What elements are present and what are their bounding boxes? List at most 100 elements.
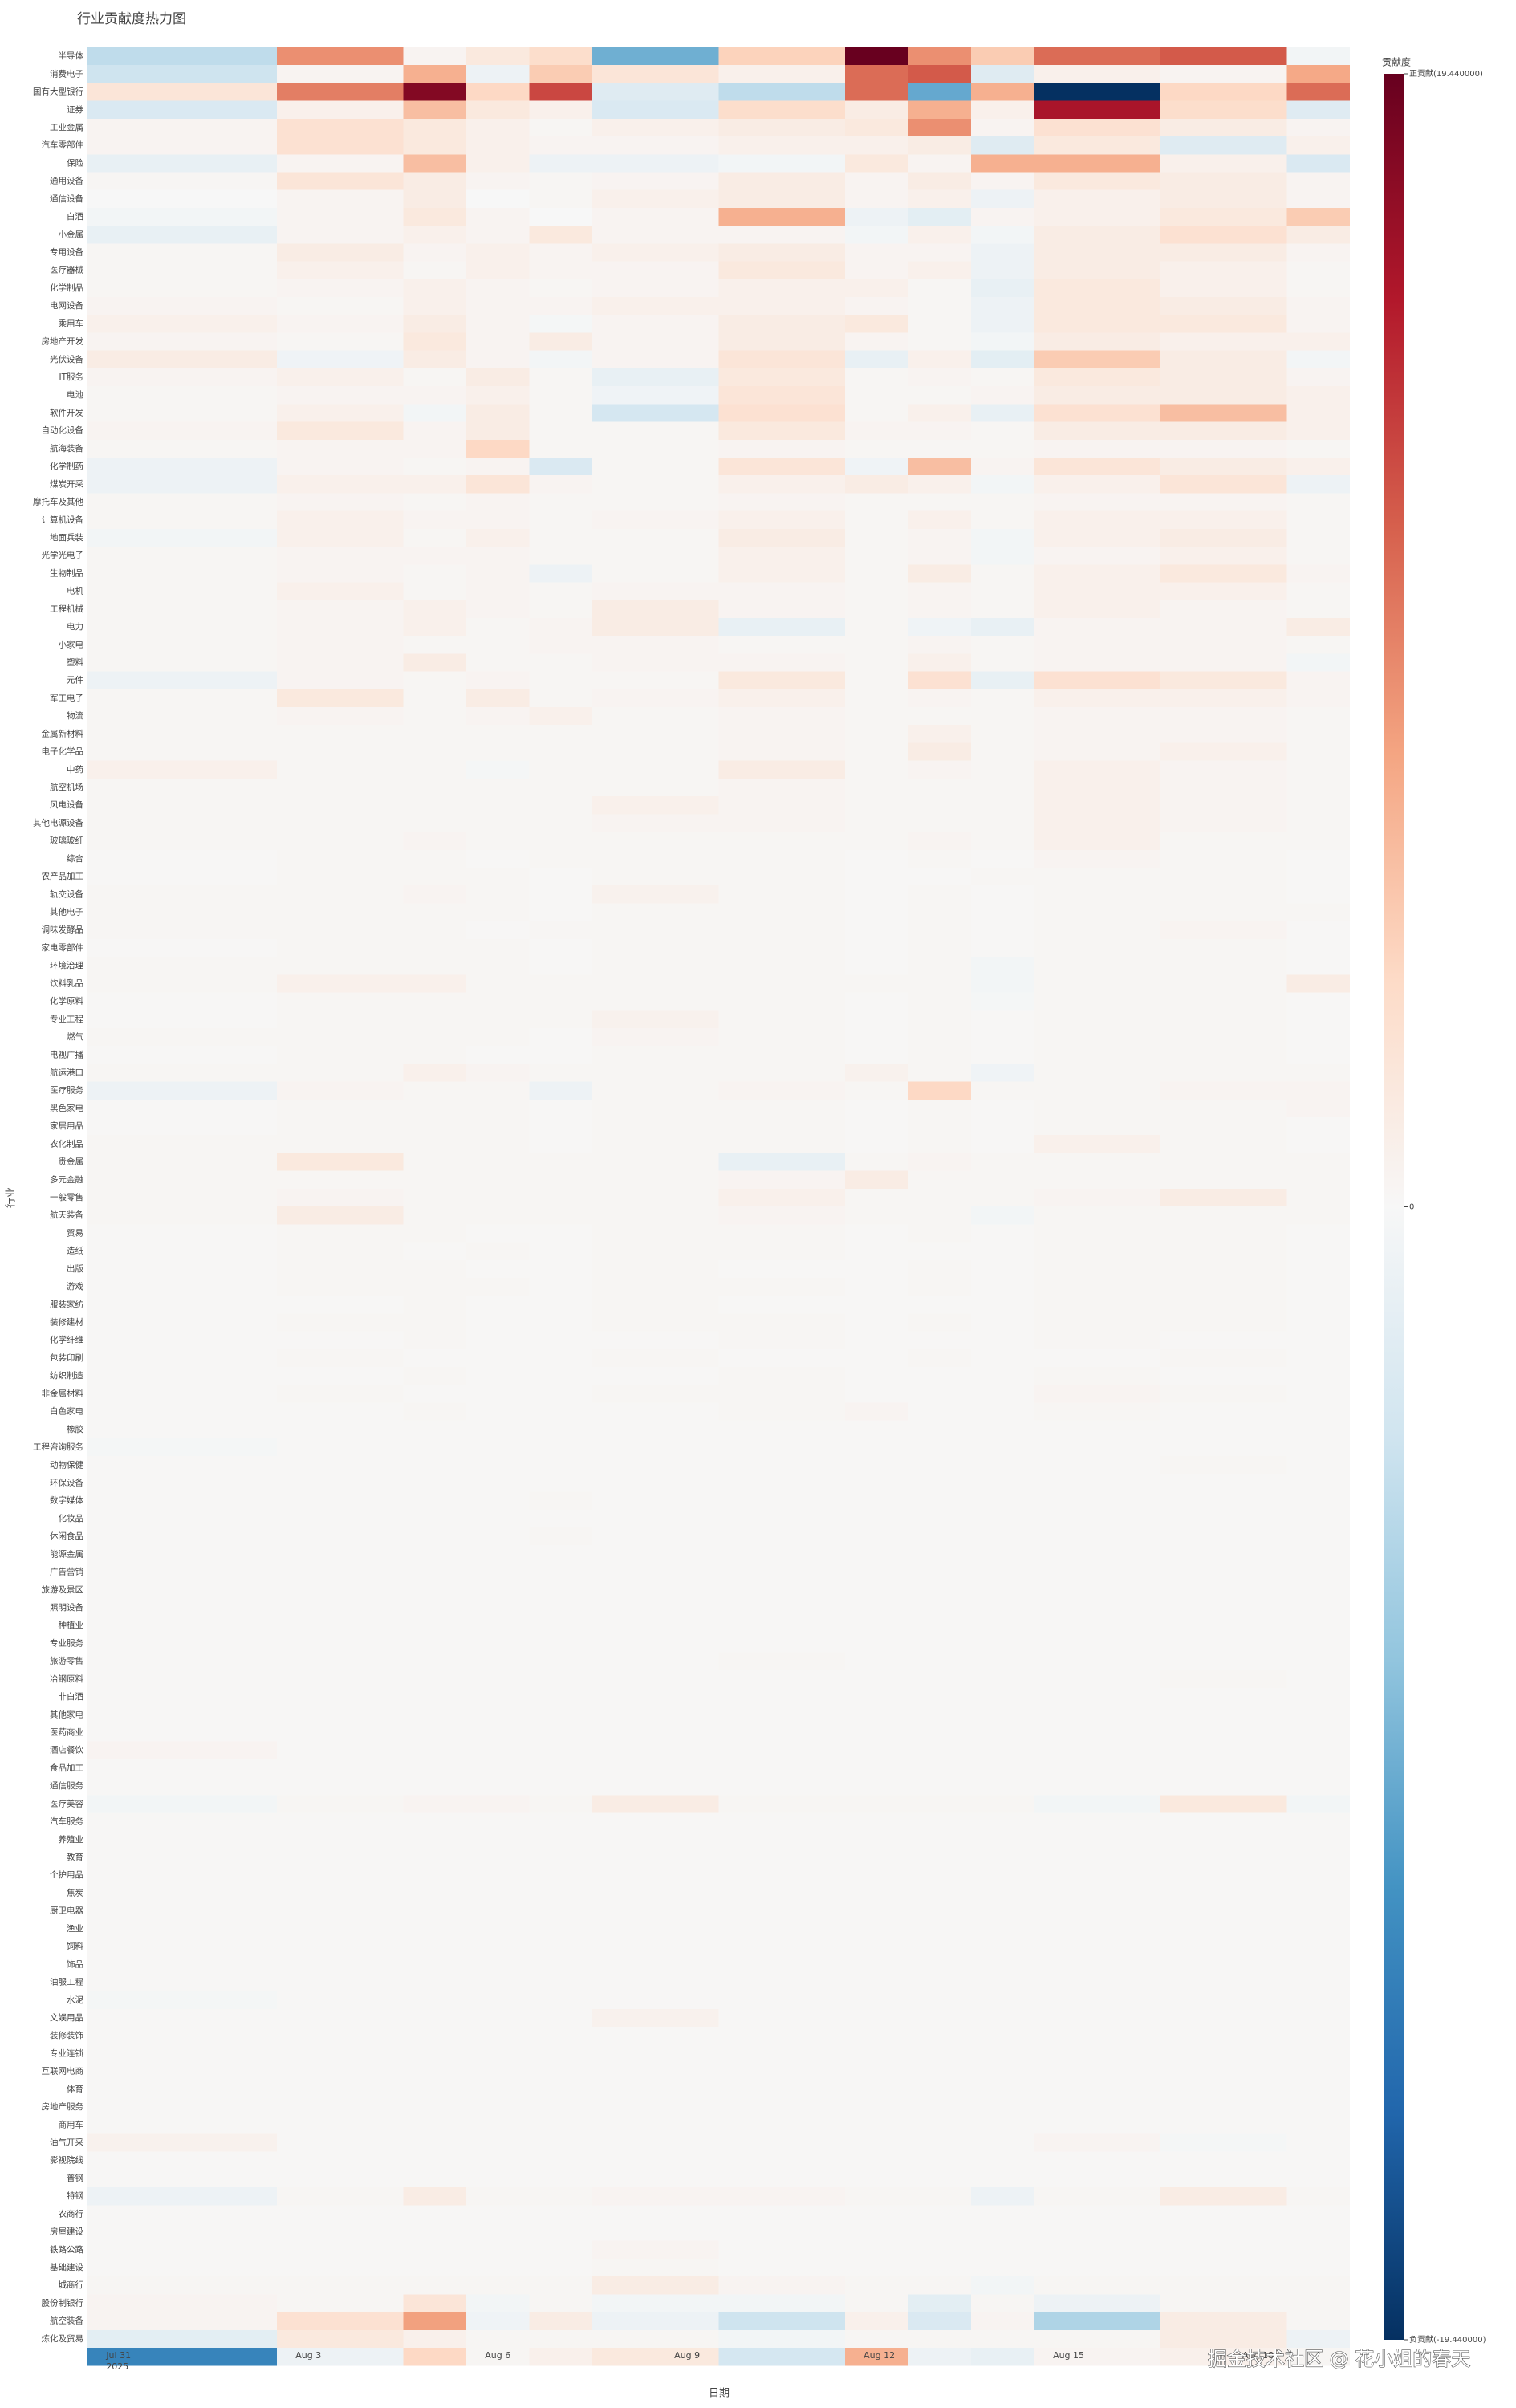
cell bbox=[592, 1955, 719, 1974]
cell bbox=[718, 2133, 845, 2153]
cell bbox=[276, 1188, 404, 1207]
cell bbox=[1034, 2258, 1161, 2277]
cell bbox=[844, 100, 908, 120]
cell bbox=[465, 1206, 530, 1225]
cell bbox=[844, 1420, 908, 1439]
cell bbox=[529, 1545, 593, 1564]
cell bbox=[403, 707, 466, 726]
cell bbox=[908, 404, 972, 423]
cell bbox=[529, 1027, 593, 1047]
cell bbox=[592, 1348, 719, 1368]
cell bbox=[529, 1420, 593, 1439]
cell bbox=[592, 83, 719, 102]
cell bbox=[1160, 207, 1287, 226]
cell bbox=[1034, 1081, 1161, 1100]
cell bbox=[908, 118, 972, 137]
cell bbox=[592, 457, 719, 476]
cell bbox=[1160, 1224, 1287, 1243]
cell bbox=[403, 2044, 466, 2064]
cell bbox=[403, 2294, 466, 2313]
cell bbox=[971, 1242, 1034, 1261]
cell bbox=[1160, 368, 1287, 387]
cell bbox=[971, 2348, 1034, 2366]
cell bbox=[1034, 1598, 1161, 1617]
cell bbox=[971, 547, 1034, 565]
cell bbox=[529, 778, 593, 797]
y-tick-label: 化学纤维 bbox=[50, 1335, 83, 1345]
cell bbox=[592, 796, 719, 815]
cell bbox=[1160, 261, 1287, 280]
cell bbox=[529, 849, 593, 868]
cell bbox=[403, 1670, 466, 1689]
cell bbox=[908, 1296, 972, 1314]
cell bbox=[1160, 1385, 1287, 1403]
cell bbox=[1286, 1938, 1350, 1956]
y-tick-label: 体育 bbox=[67, 2084, 83, 2094]
cell bbox=[971, 617, 1034, 637]
cell bbox=[276, 564, 404, 584]
cell bbox=[908, 760, 972, 779]
cell bbox=[844, 760, 908, 779]
y-tick-label: 多元金融 bbox=[50, 1174, 83, 1185]
cell bbox=[908, 439, 972, 458]
y-tick-label: 调味发酵品 bbox=[42, 925, 84, 935]
cell bbox=[529, 938, 593, 958]
cell bbox=[718, 386, 845, 405]
cell bbox=[908, 2062, 972, 2081]
cell bbox=[465, 1438, 530, 1457]
cell bbox=[276, 1973, 404, 1992]
cell bbox=[87, 1741, 277, 1760]
cell bbox=[529, 1723, 593, 1743]
cell bbox=[1034, 1938, 1161, 1956]
cell bbox=[529, 1670, 593, 1689]
cell bbox=[592, 1367, 719, 1385]
cell bbox=[1160, 154, 1287, 173]
cell bbox=[276, 1456, 404, 1474]
cell bbox=[276, 1206, 404, 1225]
cell bbox=[908, 671, 972, 690]
cell bbox=[908, 547, 972, 565]
cell bbox=[403, 992, 466, 1011]
cell bbox=[87, 1652, 277, 1671]
cell bbox=[403, 404, 466, 423]
cell bbox=[87, 1474, 277, 1493]
cell bbox=[971, 707, 1034, 726]
cell bbox=[971, 1759, 1034, 1778]
cell bbox=[844, 2187, 908, 2206]
cell bbox=[465, 332, 530, 352]
cell bbox=[1160, 653, 1287, 673]
cell bbox=[1286, 475, 1350, 494]
cell bbox=[465, 2027, 530, 2045]
cell bbox=[971, 1527, 1034, 1546]
cell bbox=[529, 1687, 593, 1706]
cell bbox=[844, 315, 908, 333]
y-tick-label: 商用车 bbox=[59, 2119, 84, 2129]
cell bbox=[844, 1598, 908, 1617]
cell bbox=[87, 2062, 277, 2081]
cell bbox=[465, 136, 530, 155]
cell bbox=[276, 547, 404, 565]
cell bbox=[592, 2151, 719, 2170]
cell bbox=[1286, 279, 1350, 298]
cell bbox=[276, 1099, 404, 1118]
cell bbox=[844, 1938, 908, 1956]
cell bbox=[592, 1081, 719, 1100]
cell bbox=[1034, 2008, 1161, 2028]
y-tick-label: 出版 bbox=[67, 1263, 83, 1274]
cell bbox=[718, 1135, 845, 1153]
cell bbox=[403, 742, 466, 762]
cell bbox=[592, 671, 719, 690]
cell bbox=[908, 1955, 972, 1974]
cell bbox=[1286, 404, 1350, 423]
cell bbox=[276, 1027, 404, 1047]
cell bbox=[718, 1331, 845, 1350]
cell bbox=[718, 921, 845, 940]
cell bbox=[529, 1348, 593, 1368]
cell bbox=[1286, 814, 1350, 833]
cell bbox=[87, 510, 277, 530]
y-tick-label: 装修建材 bbox=[50, 1317, 83, 1328]
chart-title: 行业贡献度热力图 bbox=[77, 11, 186, 27]
cell bbox=[592, 1991, 719, 2010]
cell bbox=[908, 1884, 972, 1903]
cell bbox=[844, 957, 908, 975]
